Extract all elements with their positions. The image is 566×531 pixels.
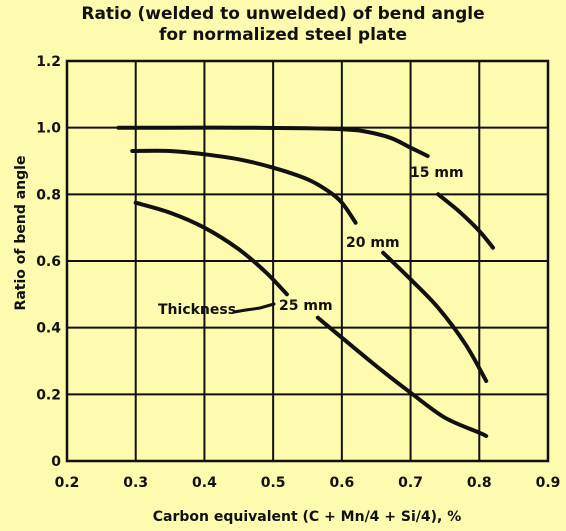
x-tick-label: 0.8 bbox=[467, 475, 492, 491]
series-line-15mm-segment-2 bbox=[436, 192, 495, 250]
x-tick-label: 0.2 bbox=[55, 475, 80, 491]
y-tick-label: 0.4 bbox=[36, 321, 61, 337]
series-layer bbox=[116, 125, 495, 438]
x-tick-label: 0.3 bbox=[123, 475, 148, 491]
series-label-25mm: 25 mm bbox=[279, 298, 333, 314]
y-tick-label: 0 bbox=[51, 454, 61, 470]
tick-labels: 0.2 0.3 0.4 0.5 0.6 0.7 0.8 0.9 0 0.2 0.4 0.6 0.8 1.0… bbox=[36, 54, 560, 491]
legend-thickness-label: Thickness bbox=[158, 302, 236, 318]
y-tick-label: 1.2 bbox=[36, 54, 61, 70]
x-tick-label: 0.6 bbox=[329, 475, 354, 491]
x-tick-label: 0.9 bbox=[536, 475, 561, 491]
chart-title: Ratio (welded to unwelded) of bend angle bbox=[81, 4, 485, 24]
y-tick-label: 0.8 bbox=[36, 187, 61, 203]
series-label-20mm: 20 mm bbox=[346, 235, 400, 251]
series-label-15mm: 15 mm bbox=[410, 165, 464, 181]
x-tick-label: 0.5 bbox=[261, 475, 286, 491]
series-line-15mm-segment-1 bbox=[116, 125, 430, 158]
y-tick-label: 0.6 bbox=[36, 254, 61, 270]
y-tick-label: 1.0 bbox=[36, 121, 61, 137]
chart-subtitle: for normalized steel plate bbox=[158, 25, 408, 45]
series-line-25mm-segment-2 bbox=[315, 315, 489, 438]
x-tick-label: 0.4 bbox=[192, 475, 217, 491]
series-line-20mm-segment-2 bbox=[381, 250, 489, 383]
series-line-25mm-segment-1 bbox=[133, 200, 289, 297]
x-axis-label: Carbon equivalent (C + Mn/4 + Si/4), % bbox=[153, 509, 462, 525]
plot-frame bbox=[65, 59, 550, 463]
thickness-pointer bbox=[232, 302, 276, 314]
x-tick-label: 0.7 bbox=[398, 475, 423, 491]
series-line-20mm-segment-1 bbox=[130, 148, 358, 225]
chart-grid bbox=[65, 59, 550, 463]
chart-title-block: Ratio (welded to unwelded) of bend angle… bbox=[0, 4, 566, 46]
y-axis-label: Ratio of bend angle bbox=[13, 156, 29, 311]
y-tick-label: 0.2 bbox=[36, 387, 61, 403]
